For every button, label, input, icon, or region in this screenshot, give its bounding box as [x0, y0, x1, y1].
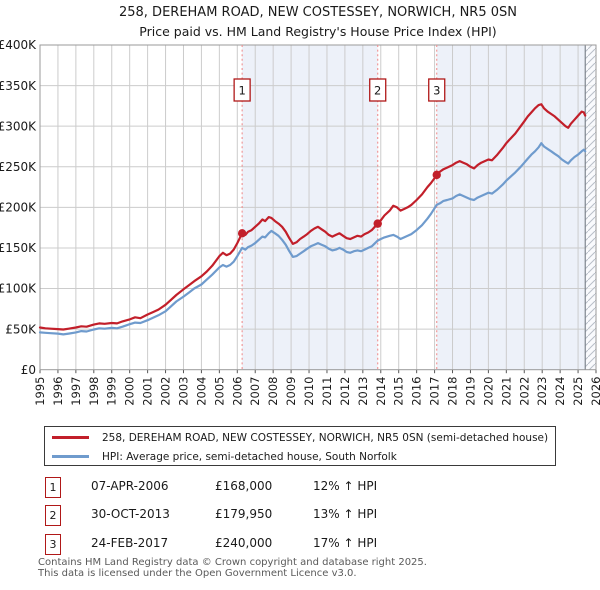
plot-border-layer [39, 44, 597, 371]
x-axis-year-label: 2012 [338, 377, 352, 406]
page-title: 258, DEREHAM ROAD, NEW COSTESSEY, NORWIC… [118, 5, 517, 20]
x-axis-year-label: 2017 [428, 377, 442, 406]
series-layer [38, 103, 587, 336]
sale-point-dot [373, 219, 382, 228]
price-chart: 1 2 3 1995 1996 1997 1998 1999 2000 2001 2002 2003… [0, 38, 600, 406]
transaction-row: 3 24-FEB-2017 £240,000 17% ↑ HPI [0, 534, 600, 556]
x-axis-year-label: 2025 [571, 377, 585, 406]
legend-label: 258, DEREHAM ROAD, NEW COSTESSEY, NORWIC… [102, 431, 549, 444]
x-axis-year-label: 2013 [356, 377, 370, 406]
x-axis-year-label: 1997 [69, 377, 83, 406]
x-axis-year-label: 2008 [266, 377, 280, 406]
x-axis-year-label: 2005 [212, 377, 226, 406]
x-axis-year-label: 2000 [123, 377, 137, 406]
x-axis-year-label: 2020 [481, 377, 495, 406]
axis-labels-layer: 1995 1996 1997 1998 1999 2000 2001 2002 2003 2004… [0, 38, 600, 406]
x-axis-year-label: 1999 [105, 377, 119, 406]
x-axis-year-label: 2004 [194, 377, 208, 406]
y-axis-price-label: £50K [5, 322, 37, 336]
copyright-line-2: This data is licensed under the Open Gov… [38, 568, 357, 579]
price-paid-line [38, 103, 587, 331]
sale-point-dot [432, 170, 441, 180]
transaction-hpi-diff: 13% ↑ HPI [313, 507, 378, 521]
gridlines-layer [39, 44, 597, 374]
sale-marker-number: 1 [238, 84, 245, 98]
x-axis-year-label: 2018 [446, 377, 460, 406]
sale-marker-number: 2 [374, 84, 381, 98]
y-axis-price-label: £250K [0, 160, 37, 174]
legend-label: HPI: Average price, semi-detached house,… [102, 450, 397, 463]
y-axis-price-label: £300K [0, 119, 37, 133]
transaction-number-badge: 1 [45, 477, 61, 498]
transaction-price: £240,000 [215, 536, 273, 550]
transaction-price: £168,000 [215, 479, 273, 493]
x-axis-year-label: 2019 [463, 377, 477, 406]
x-axis-year-label: 2007 [248, 377, 262, 406]
sale-marker-box [233, 78, 251, 102]
x-axis-year-label: 2009 [284, 377, 298, 406]
transaction-date: 24-FEB-2017 [91, 536, 169, 550]
x-axis-year-label: 2010 [302, 377, 316, 406]
transaction-price: £179,950 [215, 507, 273, 521]
sale-point-dot [237, 229, 247, 238]
x-axis-year-label: 1996 [51, 377, 65, 406]
y-axis-price-label: £100K [0, 282, 37, 296]
x-axis-year-label: 2001 [141, 377, 155, 406]
x-axis-year-label: 1998 [87, 377, 101, 406]
transaction-date: 07-APR-2006 [91, 479, 169, 493]
copyright-line-1: Contains HM Land Registry data © Crown c… [38, 557, 427, 568]
legend: 258, DEREHAM ROAD, NEW COSTESSEY, NORWIC… [44, 426, 556, 466]
transaction-date: 30-OCT-2013 [91, 507, 170, 521]
x-axis-year-label: 2002 [159, 377, 173, 406]
x-axis-year-label: 2022 [517, 377, 531, 406]
marker-boxes-layer: 1 2 3 [233, 78, 446, 102]
y-axis-price-label: £350K [0, 79, 37, 93]
y-axis-price-label: £150K [0, 241, 37, 255]
plot-border [39, 44, 597, 371]
hpi-line-swatch [52, 455, 89, 458]
future-region-hatch [585, 45, 596, 370]
legend-item-price-paid: 258, DEREHAM ROAD, NEW COSTESSEY, NORWIC… [45, 428, 555, 447]
x-axis-year-label: 1995 [33, 377, 47, 406]
sale-marker-box [428, 78, 446, 102]
transaction-hpi-diff: 12% ↑ HPI [313, 479, 378, 493]
x-axis-year-label: 2003 [176, 377, 190, 406]
transaction-row: 1 07-APR-2006 £168,000 12% ↑ HPI [0, 477, 600, 499]
x-axis-year-label: 2006 [230, 377, 244, 406]
y-axis-price-label: £0 [21, 363, 36, 377]
sale-marker-number: 3 [433, 84, 440, 98]
transaction-hpi-diff: 17% ↑ HPI [313, 536, 378, 550]
hatch-layer [584, 45, 596, 370]
price-paid-line-swatch [52, 436, 89, 439]
page-subtitle: Price paid vs. HM Land Registry's House … [139, 23, 497, 39]
x-axis-year-label: 2026 [589, 377, 600, 406]
x-axis-year-label: 2016 [410, 377, 424, 406]
x-axis-year-label: 2024 [553, 377, 567, 406]
y-axis-price-label: £200K [0, 201, 37, 215]
chart-title-block: 258, DEREHAM ROAD, NEW COSTESSEY, NORWIC… [36, 4, 600, 41]
transaction-number-badge: 2 [45, 505, 61, 526]
hpi-line [38, 142, 587, 336]
legend-item-hpi: HPI: Average price, semi-detached house,… [45, 447, 555, 466]
x-axis-year-label: 2015 [392, 377, 406, 406]
transaction-number-badge: 3 [45, 534, 61, 555]
x-axis-year-label: 2021 [499, 377, 513, 406]
x-axis-year-label: 2023 [535, 377, 549, 406]
transaction-row: 2 30-OCT-2013 £179,950 13% ↑ HPI [0, 505, 600, 527]
x-axis-year-label: 2014 [374, 377, 388, 406]
y-axis-price-label: £400K [0, 38, 37, 52]
x-axis-year-label: 2011 [320, 377, 334, 406]
marker-dots-layer [237, 170, 441, 238]
sale-marker-box [369, 78, 387, 102]
marker-lines-layer [241, 45, 438, 370]
